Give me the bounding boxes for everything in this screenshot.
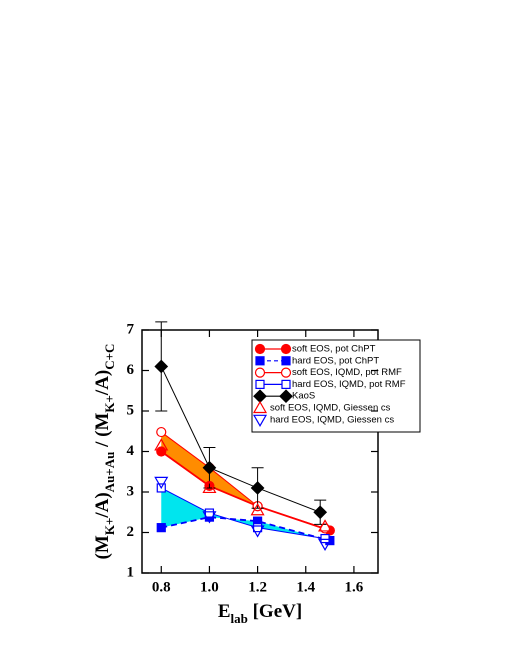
x-tick-label: 1.0 xyxy=(200,579,219,595)
marker xyxy=(281,356,291,366)
legend-label: KaoS xyxy=(292,391,315,402)
y-axis-label: (MK+/A)Au+Au / (MK+/A)C+C xyxy=(92,344,117,560)
series-line xyxy=(161,516,331,542)
marker xyxy=(202,480,217,494)
x-tick-label: 1.6 xyxy=(345,579,364,595)
x-tick-label: 1.4 xyxy=(296,579,315,595)
y-axis-label-part: / (M xyxy=(92,413,113,452)
marker xyxy=(280,367,292,378)
marker xyxy=(250,525,265,538)
marker xyxy=(156,446,167,457)
marker xyxy=(281,379,291,389)
y-tick-label: 2 xyxy=(127,524,135,540)
y-axis-label-part: (M xyxy=(92,535,113,559)
legend-label: hard EOS, pot ChPT xyxy=(292,355,379,366)
marker xyxy=(317,519,333,532)
band xyxy=(161,487,330,541)
marker xyxy=(320,533,330,544)
marker xyxy=(250,503,265,516)
marker xyxy=(317,538,333,552)
marker xyxy=(280,343,292,355)
marker xyxy=(252,523,263,533)
y-axis-label-part: C+C xyxy=(102,344,117,370)
marker xyxy=(202,460,217,475)
marker xyxy=(279,389,293,404)
legend-label: soft EOS, IQMD, Giessen cs xyxy=(270,403,391,414)
legend-box xyxy=(251,339,421,433)
y-axis-label-part: K+ xyxy=(102,395,117,413)
legend-label: soft EOS, pot ChPT xyxy=(292,344,376,355)
marker xyxy=(252,414,268,428)
y-axis-label-part: K+ xyxy=(102,518,117,536)
x-tick-label: 1.2 xyxy=(248,579,267,595)
y-tick-label: 1 xyxy=(127,564,135,580)
marker xyxy=(156,523,166,533)
marker xyxy=(156,426,167,438)
y-axis-label-part: /A) xyxy=(92,492,113,518)
legend-label: soft EOS, IQMD, pot RMF xyxy=(292,367,402,378)
legend-label: hard EOS, IQMD, pot RMF xyxy=(292,379,406,390)
marker xyxy=(254,343,266,355)
y-tick-label: 5 xyxy=(127,402,135,418)
series-line xyxy=(161,487,326,540)
marker xyxy=(154,476,169,490)
marker xyxy=(254,367,266,378)
series-line xyxy=(160,431,326,529)
marker xyxy=(255,356,265,366)
marker xyxy=(252,400,268,414)
marker xyxy=(202,511,217,524)
y-axis-label-part: /A) xyxy=(92,370,113,396)
marker xyxy=(250,481,265,495)
marker xyxy=(313,505,328,520)
y-tick-label: 6 xyxy=(127,362,135,378)
marker xyxy=(255,379,265,389)
x-tick-label: 0.8 xyxy=(152,579,171,595)
x-axis-label-part: [GeV] xyxy=(248,601,302,622)
series-line xyxy=(160,366,321,513)
legend-label: hard EOS, IQMD, Giessen cs xyxy=(270,414,394,425)
y-tick-label: 4 xyxy=(127,443,135,459)
y-tick-label: 3 xyxy=(127,483,135,499)
x-axis-label: Elab [GeV] xyxy=(218,601,302,626)
y-tick-label: 7 xyxy=(127,321,135,337)
marker xyxy=(154,438,169,451)
x-axis-label-part: lab xyxy=(231,611,248,626)
x-axis-label-part: E xyxy=(218,601,231,622)
marker xyxy=(204,508,215,518)
marker xyxy=(154,359,169,374)
y-axis-label-part: Au+Au xyxy=(102,452,117,493)
